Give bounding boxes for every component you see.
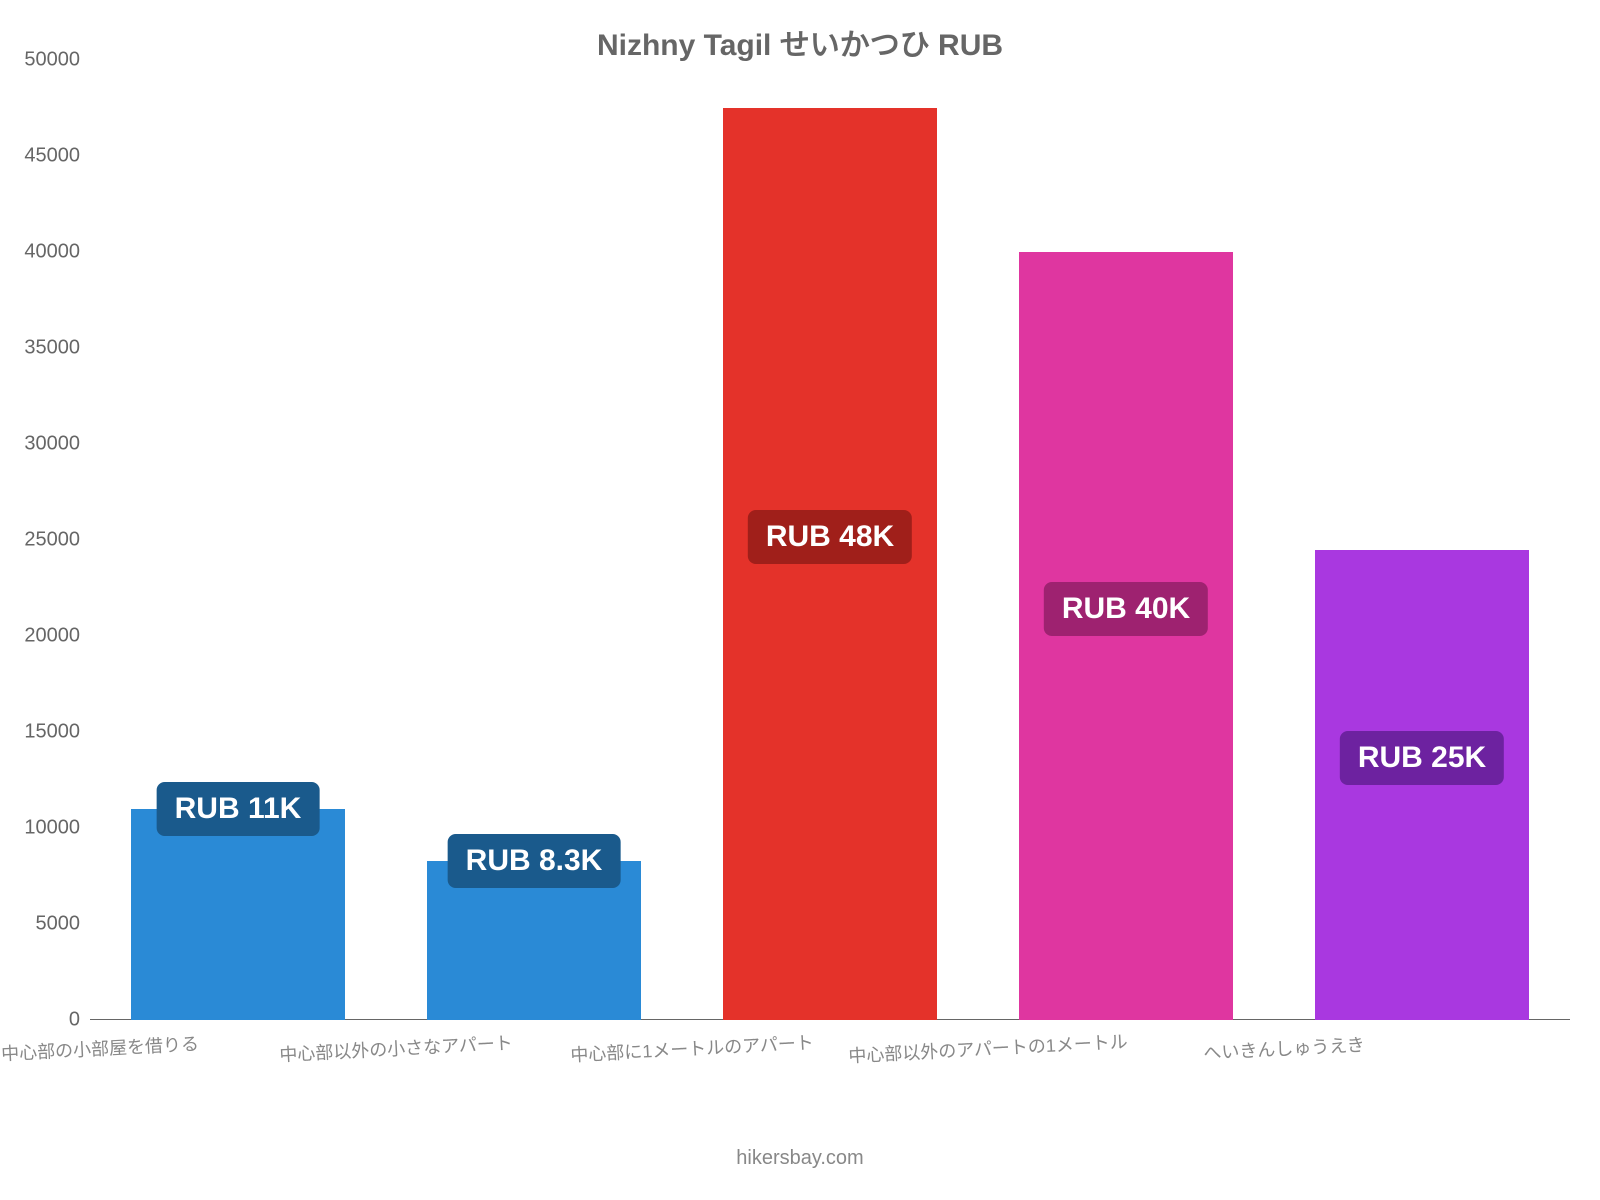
chart-container: Nizhny Tagil せいかつひ RUB 05000100001500020… bbox=[0, 0, 1600, 1200]
value-badge: RUB 48K bbox=[748, 510, 912, 564]
value-badge: RUB 11K bbox=[157, 782, 320, 836]
y-tick-label: 40000 bbox=[24, 241, 80, 264]
y-tick-label: 20000 bbox=[24, 625, 80, 648]
plot-area: 0500010000150002000025000300003500040000… bbox=[90, 60, 1570, 1020]
bar bbox=[723, 108, 936, 1020]
value-badge: RUB 40K bbox=[1044, 582, 1208, 636]
value-badge: RUB 25K bbox=[1340, 731, 1504, 785]
y-tick-label: 45000 bbox=[24, 145, 80, 168]
y-tick-label: 25000 bbox=[24, 529, 80, 552]
bar bbox=[1019, 252, 1232, 1020]
y-tick-label: 5000 bbox=[36, 913, 81, 936]
value-badge: RUB 8.3K bbox=[448, 834, 621, 888]
y-tick-label: 15000 bbox=[24, 721, 80, 744]
y-tick-label: 30000 bbox=[24, 433, 80, 456]
x-tick-label: 中心部に1メートルのアパート bbox=[570, 1029, 815, 1068]
attribution-text: hikersbay.com bbox=[0, 1147, 1600, 1170]
y-tick-label: 50000 bbox=[24, 49, 80, 72]
chart-title: Nizhny Tagil せいかつひ RUB bbox=[0, 20, 1600, 64]
bar bbox=[131, 809, 344, 1020]
y-tick-label: 0 bbox=[69, 1009, 80, 1032]
x-tick-label: 中心部の小部屋を借りる bbox=[0, 1030, 199, 1066]
x-tick-label: へいきんしゅうえき bbox=[1203, 1031, 1366, 1065]
y-tick-label: 35000 bbox=[24, 337, 80, 360]
x-tick-label: 中心部以外の小さなアパート bbox=[279, 1029, 514, 1067]
x-tick-label: 中心部以外のアパートの1メートル bbox=[848, 1028, 1129, 1069]
y-tick-label: 10000 bbox=[24, 817, 80, 840]
